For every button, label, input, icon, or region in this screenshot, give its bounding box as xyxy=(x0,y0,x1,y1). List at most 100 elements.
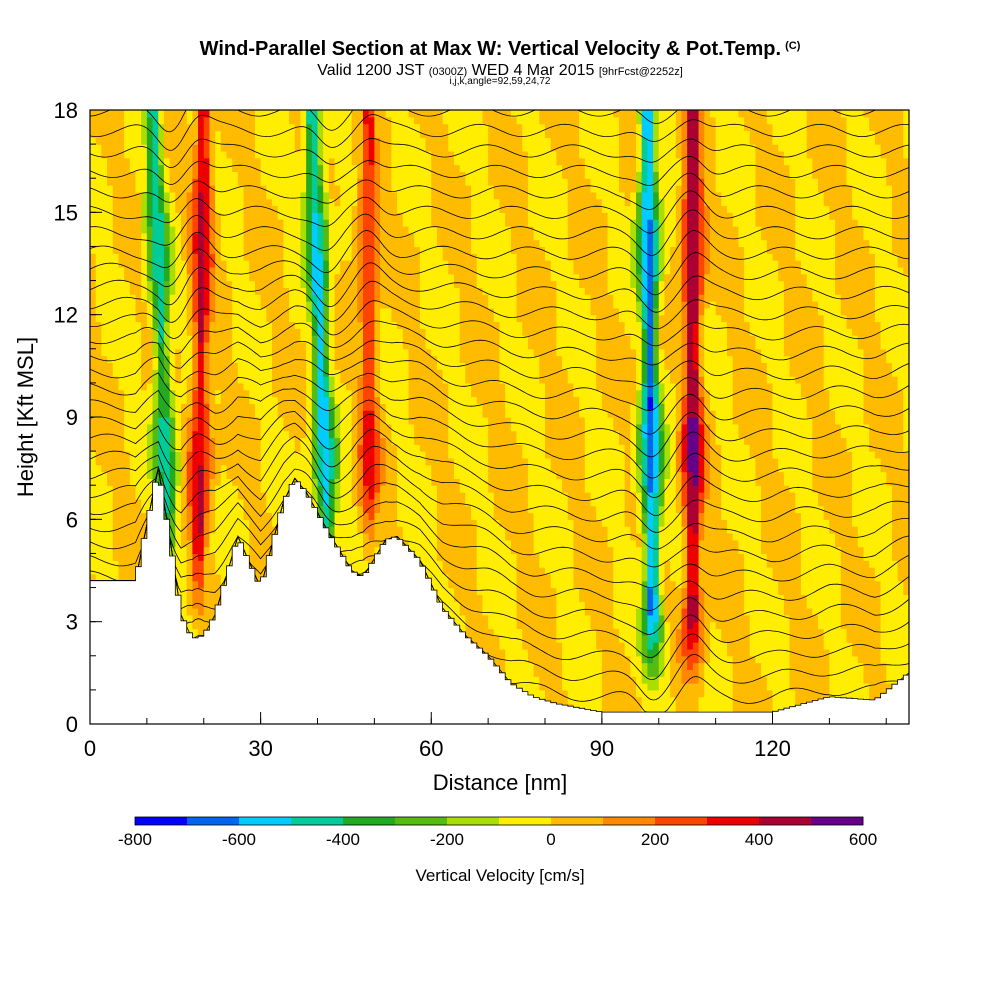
field-cell xyxy=(340,273,347,282)
field-cell xyxy=(402,532,410,541)
field-cell xyxy=(283,144,290,152)
field-cell xyxy=(289,355,296,364)
field-cell xyxy=(129,198,137,207)
field-cell xyxy=(277,341,284,350)
field-cell xyxy=(169,396,176,404)
field-cell xyxy=(254,191,262,200)
field-cell xyxy=(203,478,211,486)
field-cell xyxy=(351,423,358,432)
field-cell xyxy=(345,485,353,493)
field-cell xyxy=(254,492,262,500)
field-cell xyxy=(220,198,228,207)
field-cell xyxy=(135,430,142,439)
field-cell xyxy=(175,239,182,248)
field-cell xyxy=(311,110,319,118)
field-cell xyxy=(181,178,188,186)
field-cell xyxy=(141,225,148,234)
field-cell xyxy=(175,437,182,445)
field-cell xyxy=(385,478,393,486)
field-cell xyxy=(260,362,267,370)
field-cell xyxy=(374,116,381,125)
field-cell xyxy=(226,348,233,357)
field-cell xyxy=(328,130,336,138)
field-cell xyxy=(175,519,182,527)
field-cell xyxy=(135,369,142,377)
field-cell xyxy=(368,471,375,479)
field-cell xyxy=(283,321,290,329)
field-cell xyxy=(95,280,102,288)
field-cell xyxy=(181,403,188,411)
field-cell xyxy=(374,362,381,370)
field-cell xyxy=(90,567,97,575)
field-cell xyxy=(243,430,250,439)
field-cell xyxy=(146,362,154,370)
field-cell xyxy=(357,335,364,343)
field-cell xyxy=(300,294,307,302)
field-cell xyxy=(175,307,182,316)
field-cell xyxy=(198,498,205,507)
field-cell xyxy=(254,341,262,350)
field-cell xyxy=(169,185,176,193)
field-cell xyxy=(249,266,256,275)
field-cell xyxy=(254,539,262,548)
field-cell xyxy=(141,451,148,459)
field-cell xyxy=(101,287,108,295)
field-cell xyxy=(374,280,381,288)
field-cell xyxy=(357,232,364,241)
field-cell xyxy=(357,396,364,404)
chart-title: Wind-Parallel Section at Max W: Vertical… xyxy=(0,38,1000,61)
field-cell xyxy=(385,287,393,295)
field-cell xyxy=(118,225,125,234)
field-cell xyxy=(198,457,205,466)
field-cell xyxy=(237,225,245,234)
field-cell xyxy=(141,307,148,316)
field-cell xyxy=(220,437,228,445)
field-cell xyxy=(374,451,381,459)
field-cell xyxy=(220,260,228,268)
field-cell xyxy=(169,403,176,411)
field-cell xyxy=(340,266,347,275)
field-cell xyxy=(283,341,290,350)
field-cell xyxy=(351,389,358,398)
field-cell xyxy=(277,123,284,132)
field-cell xyxy=(146,498,154,507)
field-cell xyxy=(158,382,165,391)
field-cell xyxy=(186,137,193,145)
field-cell xyxy=(163,328,171,336)
field-cell xyxy=(289,205,296,213)
field-cell xyxy=(90,430,97,439)
chart-subtitle: Valid 1200 JST (0300Z) WED 4 Mar 2015 [9… xyxy=(0,62,1000,80)
field-cell xyxy=(175,219,182,227)
field-cell xyxy=(289,423,296,432)
field-cell xyxy=(124,144,131,152)
field-cell xyxy=(198,321,205,329)
field-cell xyxy=(357,553,364,561)
field-cell xyxy=(300,444,307,452)
field-cell xyxy=(283,376,290,384)
field-cell xyxy=(175,457,182,466)
field-cell xyxy=(266,546,273,555)
field-cell xyxy=(357,532,364,541)
field-cell xyxy=(129,348,137,357)
field-cell xyxy=(118,451,125,459)
field-cell xyxy=(266,492,273,500)
field-cell xyxy=(363,444,370,452)
field-cell xyxy=(203,287,211,295)
field-cell xyxy=(124,362,131,370)
field-cell xyxy=(306,130,313,138)
field-cell xyxy=(380,478,387,486)
field-cell xyxy=(368,519,375,527)
field-cell xyxy=(317,471,324,479)
field-cell xyxy=(306,171,313,179)
field-cell xyxy=(254,471,262,479)
field-cell xyxy=(129,423,137,432)
field-cell xyxy=(112,280,120,288)
field-cell xyxy=(95,246,102,254)
field-cell xyxy=(129,485,137,493)
field-cell xyxy=(198,130,205,138)
field-cell xyxy=(351,212,358,220)
field-cell xyxy=(220,130,228,138)
field-cell xyxy=(323,198,330,207)
field-cell xyxy=(391,369,398,377)
field-cell xyxy=(249,430,256,439)
